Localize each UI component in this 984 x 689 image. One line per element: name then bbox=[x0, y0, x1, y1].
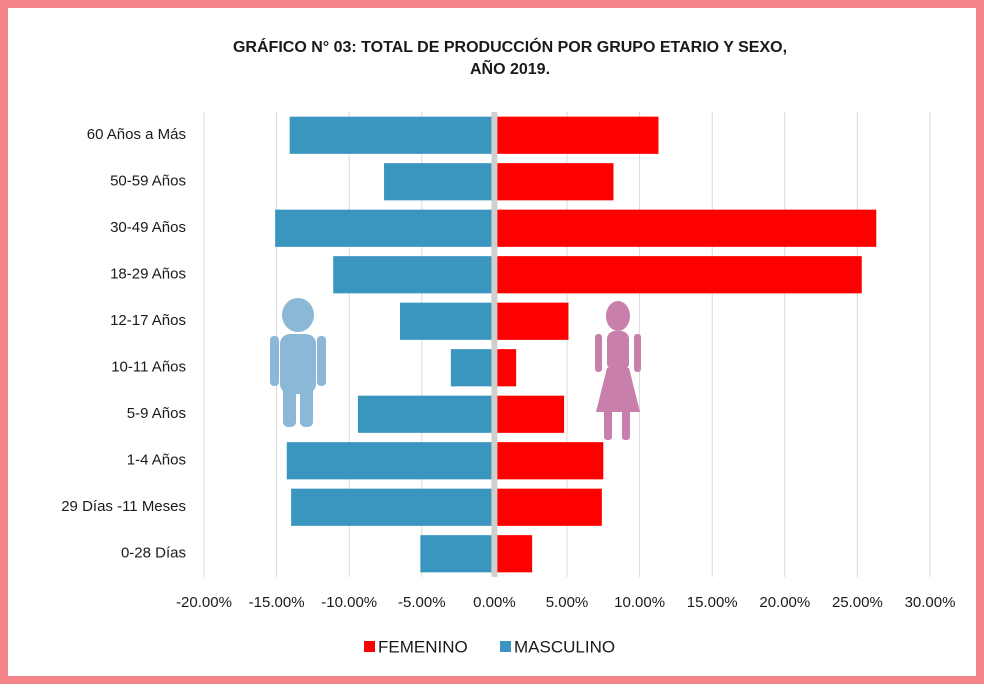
legend-label: FEMENINO bbox=[378, 637, 468, 656]
bar bbox=[494, 210, 876, 247]
y-tick-label: 0-28 Días bbox=[121, 545, 186, 562]
bar bbox=[494, 349, 516, 386]
bar bbox=[358, 396, 494, 433]
x-tick-label: 10.00% bbox=[614, 594, 665, 611]
y-tick-label: 1-4 Años bbox=[127, 452, 186, 469]
x-tick-label: 20.00% bbox=[759, 594, 810, 611]
x-tick-label: 25.00% bbox=[832, 594, 883, 611]
bar bbox=[494, 303, 568, 340]
bar bbox=[494, 489, 601, 526]
bar bbox=[400, 303, 494, 340]
x-tick-label: 5.00% bbox=[546, 594, 589, 611]
legend-label: MASCULINO bbox=[514, 637, 615, 656]
x-tick-label: 15.00% bbox=[687, 594, 738, 611]
chart: GRÁFICO N° 03: TOTAL DE PRODUCCIÓN POR G… bbox=[0, 0, 984, 684]
x-tick-label: -5.00% bbox=[398, 594, 446, 611]
bar bbox=[494, 163, 613, 200]
bar bbox=[291, 489, 494, 526]
bar bbox=[420, 535, 494, 572]
bar bbox=[333, 256, 494, 293]
y-tick-label: 10-11 Años bbox=[111, 359, 186, 376]
bar bbox=[275, 210, 494, 247]
bar bbox=[494, 396, 564, 433]
x-tick-label: -20.00% bbox=[176, 594, 232, 611]
y-tick-label: 29 Días -11 Meses bbox=[61, 498, 186, 515]
y-tick-label: 30-49 Años bbox=[110, 219, 186, 236]
bar bbox=[494, 535, 532, 572]
x-tick-label: -10.00% bbox=[321, 594, 377, 611]
x-tick-label: 0.00% bbox=[473, 594, 516, 611]
x-tick-label: 30.00% bbox=[905, 594, 956, 611]
bar bbox=[384, 163, 494, 200]
y-tick-label: 18-29 Años bbox=[110, 266, 186, 283]
bar bbox=[451, 349, 495, 386]
y-tick-label: 50-59 Años bbox=[110, 173, 186, 190]
y-tick-label: 12-17 Años bbox=[110, 312, 186, 329]
y-tick-label: 5-9 Años bbox=[127, 405, 186, 422]
legend-swatch bbox=[364, 641, 375, 652]
bar bbox=[290, 117, 495, 154]
bar bbox=[494, 117, 658, 154]
bar bbox=[287, 442, 495, 479]
legend-swatch bbox=[500, 641, 511, 652]
bar bbox=[494, 442, 603, 479]
x-tick-label: -15.00% bbox=[249, 594, 305, 611]
chart-title: GRÁFICO N° 03: TOTAL DE PRODUCCIÓN POR G… bbox=[233, 37, 787, 56]
y-tick-label: 60 Años a Más bbox=[87, 126, 186, 143]
bar bbox=[494, 256, 861, 293]
chart-title: AÑO 2019. bbox=[470, 58, 550, 78]
